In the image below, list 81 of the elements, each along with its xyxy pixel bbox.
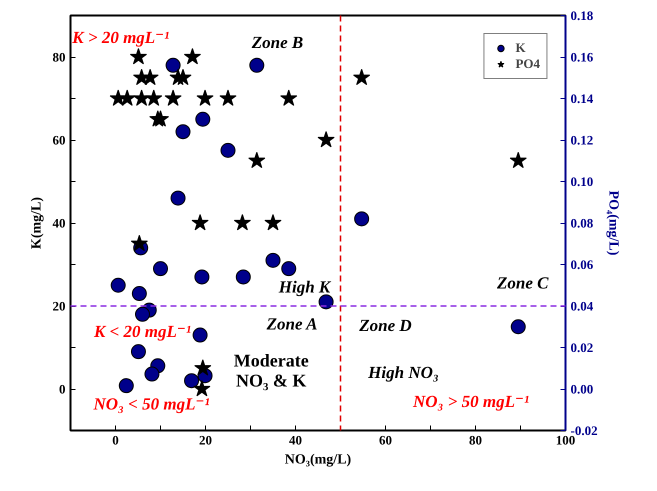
point [142, 68, 159, 86]
point [145, 90, 162, 106]
y2-tick-label: 0.02 [570, 340, 594, 355]
point [510, 319, 526, 334]
annotation: Zone B [250, 32, 304, 52]
point [219, 90, 237, 106]
point [194, 269, 210, 284]
y-tick-label: 60 [52, 132, 66, 148]
x-tick-label: 80 [469, 432, 482, 448]
y-axis-title: K(mg/L) [30, 196, 44, 250]
point [353, 68, 370, 86]
annotation: High K [278, 277, 332, 296]
point [196, 90, 214, 106]
annotation: Zone C [496, 274, 550, 293]
x-tick-label: 100 [556, 432, 576, 448]
legend-label: K [515, 40, 527, 56]
point [184, 373, 200, 388]
point [132, 286, 147, 302]
y2-tick-label: 0.04 [570, 298, 594, 314]
y2-tick-label: 0.08 [570, 216, 594, 230]
point [118, 378, 134, 394]
point [280, 90, 298, 106]
point [236, 269, 251, 284]
x-axis-title: NO₃(mg/L) [284, 452, 352, 468]
y2-tick-label: 0.10 [570, 174, 594, 189]
point [130, 48, 148, 64]
point [318, 131, 335, 148]
y2-tick-label: 0.00 [570, 382, 594, 396]
point [170, 190, 186, 206]
y2-tick-label: 0.18 [570, 8, 594, 23]
y2-tick-label: 0.14 [570, 91, 594, 106]
x-tick-label: 40 [289, 432, 302, 448]
y-tick-label: 20 [52, 298, 66, 314]
point [144, 366, 160, 382]
x-tick-label: 0 [112, 432, 119, 448]
annotation: NO₃ < 50 mgL⁻¹ [92, 394, 210, 414]
point [192, 328, 208, 343]
y-tick-label: 0 [59, 382, 66, 396]
point [130, 344, 146, 360]
point [176, 124, 190, 140]
point [266, 252, 280, 268]
point [153, 261, 168, 276]
point [281, 261, 296, 276]
annotation: Moderate NO₃ & K [234, 350, 309, 390]
legend-label: PO4 [515, 56, 540, 72]
annotation: Zone D [358, 316, 412, 336]
y-tick-label: 80 [52, 50, 66, 64]
point [510, 152, 527, 168]
point [249, 58, 264, 73]
point [248, 152, 266, 168]
point [354, 211, 370, 226]
point [264, 214, 282, 230]
point [192, 214, 209, 230]
y2-tick-label: 0.16 [570, 50, 594, 64]
y-tick-label: 40 [52, 216, 66, 230]
point [184, 48, 202, 64]
point [194, 359, 212, 376]
point [164, 90, 182, 106]
point [118, 90, 136, 106]
point [133, 90, 150, 106]
y2-tick-label: 0.06 [570, 257, 594, 272]
point [152, 110, 170, 127]
point [174, 68, 192, 86]
x-tick-label: 60 [379, 432, 392, 448]
annotation: K > 20 mgL⁻¹ [71, 28, 170, 47]
point [166, 58, 181, 73]
annotation: High NO₃ [367, 362, 439, 382]
point [193, 380, 210, 396]
point [130, 234, 148, 252]
annotation: K < 20 mgL⁻¹ [93, 322, 191, 342]
point [135, 306, 150, 322]
point [110, 278, 126, 293]
point [234, 214, 251, 230]
annotation: NO₃ > 50 mgL⁻¹ [412, 392, 530, 411]
point [318, 294, 334, 310]
annotation: Zone A [266, 314, 318, 334]
y2-axis-title: PO₄(mg/L) [606, 190, 621, 256]
x-tick-label: 20 [199, 432, 212, 448]
point [195, 112, 210, 127]
point [220, 142, 236, 158]
y2-tick-label: 0.12 [570, 132, 594, 148]
